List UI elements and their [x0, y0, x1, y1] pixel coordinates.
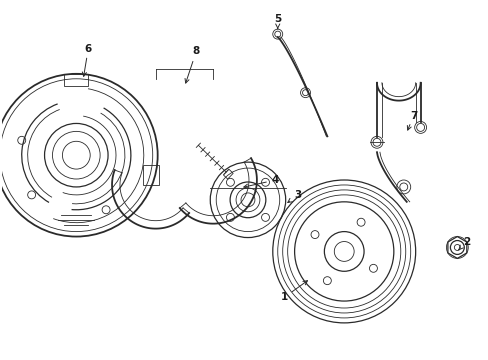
Text: 7: 7	[407, 111, 417, 130]
Text: 3: 3	[287, 190, 301, 203]
Bar	[142, 165, 158, 185]
Text: 1: 1	[281, 281, 307, 302]
Text: 2: 2	[458, 237, 469, 250]
Text: 6: 6	[82, 44, 92, 76]
Text: 4: 4	[244, 175, 279, 188]
Text: 5: 5	[274, 14, 281, 28]
Text: 8: 8	[184, 46, 200, 83]
